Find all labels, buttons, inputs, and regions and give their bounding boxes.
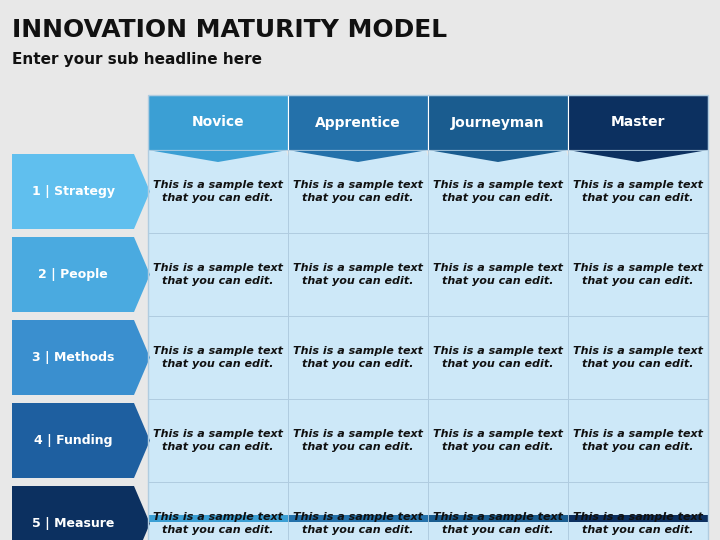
Bar	[148, 515, 288, 522]
Polygon shape	[286, 150, 290, 157]
Bar	[428, 515, 568, 522]
Bar	[568, 515, 708, 522]
Bar	[288, 316, 428, 399]
Text: This is a sample text
that you can edit.: This is a sample text that you can edit.	[433, 180, 563, 203]
Text: This is a sample text
that you can edit.: This is a sample text that you can edit.	[573, 263, 703, 286]
Bar	[12, 237, 134, 312]
Bar	[148, 95, 288, 150]
Polygon shape	[566, 150, 570, 157]
Bar	[428, 316, 568, 399]
Bar	[428, 95, 568, 150]
Bar	[148, 95, 708, 540]
Bar	[568, 233, 708, 316]
Bar	[12, 154, 134, 229]
Text: This is a sample text
that you can edit.: This is a sample text that you can edit.	[573, 180, 703, 203]
Text: This is a sample text
that you can edit.: This is a sample text that you can edit.	[153, 512, 283, 535]
Bar	[12, 320, 134, 395]
Text: This is a sample text
that you can edit.: This is a sample text that you can edit.	[153, 180, 283, 203]
Polygon shape	[134, 403, 150, 478]
Text: This is a sample text
that you can edit.: This is a sample text that you can edit.	[293, 512, 423, 535]
Bar	[428, 482, 568, 540]
Bar	[428, 150, 568, 233]
Bar	[12, 486, 134, 540]
Text: This is a sample text
that you can edit.: This is a sample text that you can edit.	[573, 346, 703, 369]
Polygon shape	[134, 154, 150, 229]
Text: This is a sample text
that you can edit.: This is a sample text that you can edit.	[433, 512, 563, 535]
Bar	[288, 95, 428, 150]
Text: Master: Master	[611, 116, 665, 130]
Bar	[568, 316, 708, 399]
Bar	[568, 482, 708, 540]
Text: Novice: Novice	[192, 116, 244, 130]
Text: Apprentice: Apprentice	[315, 116, 401, 130]
Text: This is a sample text
that you can edit.: This is a sample text that you can edit.	[153, 429, 283, 452]
Text: This is a sample text
that you can edit.: This is a sample text that you can edit.	[433, 263, 563, 286]
Bar	[288, 482, 428, 540]
Text: This is a sample text
that you can edit.: This is a sample text that you can edit.	[293, 180, 423, 203]
Text: 5 | Measure: 5 | Measure	[32, 517, 114, 530]
Polygon shape	[288, 150, 428, 162]
Bar	[568, 399, 708, 482]
Polygon shape	[568, 150, 708, 162]
Bar	[12, 403, 134, 478]
Text: 3 | Methods: 3 | Methods	[32, 351, 114, 364]
Bar	[288, 515, 428, 522]
Polygon shape	[134, 486, 150, 540]
Polygon shape	[426, 150, 430, 157]
Bar	[148, 482, 288, 540]
Bar	[288, 233, 428, 316]
Bar	[288, 150, 428, 233]
Bar	[568, 95, 708, 150]
Text: Journeyman: Journeyman	[451, 116, 545, 130]
Text: INNOVATION MATURITY MODEL: INNOVATION MATURITY MODEL	[12, 18, 447, 42]
Bar	[148, 316, 288, 399]
Text: This is a sample text
that you can edit.: This is a sample text that you can edit.	[573, 429, 703, 452]
Text: Enter your sub headline here: Enter your sub headline here	[12, 52, 262, 67]
Bar	[148, 233, 288, 316]
Bar	[428, 233, 568, 316]
Text: This is a sample text
that you can edit.: This is a sample text that you can edit.	[293, 263, 423, 286]
Bar	[148, 399, 288, 482]
Bar	[428, 399, 568, 482]
Text: 2 | People: 2 | People	[38, 268, 108, 281]
Text: This is a sample text
that you can edit.: This is a sample text that you can edit.	[153, 263, 283, 286]
Text: This is a sample text
that you can edit.: This is a sample text that you can edit.	[573, 512, 703, 535]
Text: This is a sample text
that you can edit.: This is a sample text that you can edit.	[433, 429, 563, 452]
Polygon shape	[148, 150, 288, 162]
Text: This is a sample text
that you can edit.: This is a sample text that you can edit.	[433, 346, 563, 369]
Text: 4 | Funding: 4 | Funding	[34, 434, 112, 447]
Polygon shape	[428, 150, 568, 162]
Polygon shape	[134, 320, 150, 395]
Bar	[568, 150, 708, 233]
Bar	[148, 150, 288, 233]
Polygon shape	[134, 237, 150, 312]
Text: 1 | Strategy: 1 | Strategy	[32, 185, 114, 198]
Text: This is a sample text
that you can edit.: This is a sample text that you can edit.	[293, 429, 423, 452]
Text: This is a sample text
that you can edit.: This is a sample text that you can edit.	[293, 346, 423, 369]
Text: This is a sample text
that you can edit.: This is a sample text that you can edit.	[153, 346, 283, 369]
Bar	[288, 399, 428, 482]
